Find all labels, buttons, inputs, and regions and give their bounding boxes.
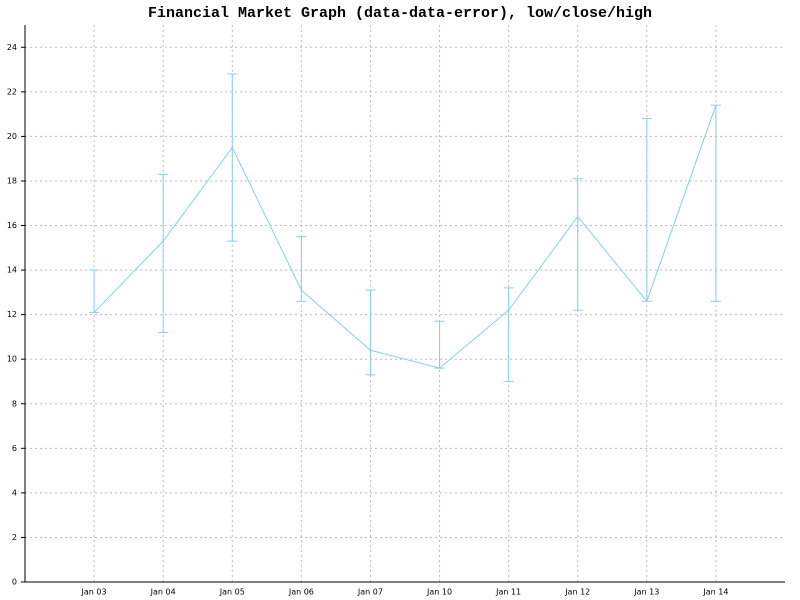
x-tick-label: Jan 10	[426, 588, 452, 597]
y-tick-label: 8	[12, 399, 17, 408]
x-tick-label: Jan 07	[357, 588, 383, 597]
close-line	[93, 105, 717, 369]
x-tick-label: Jan 06	[288, 588, 314, 597]
y-tick-label: 16	[7, 221, 17, 230]
y-tick-label: 18	[7, 176, 17, 185]
y-tick-label: 2	[12, 533, 17, 542]
x-tick-label: Jan 12	[564, 588, 590, 597]
x-tick-label: Jan 03	[81, 588, 107, 597]
x-tick-label: Jan 11	[495, 588, 521, 597]
x-tick-label: Jan 13	[633, 588, 659, 597]
y-tick-label: 4	[12, 488, 17, 497]
y-tick-label: 24	[7, 43, 17, 52]
y-tick-label: 12	[7, 310, 17, 319]
y-tick-label: 20	[7, 132, 17, 141]
x-tick-label: Jan 14	[702, 588, 728, 597]
y-tick-label: 14	[7, 266, 17, 275]
y-tick-label: 0	[12, 578, 17, 587]
y-tick-label: 22	[7, 87, 17, 96]
y-tick-label: 6	[12, 444, 17, 453]
x-tick-label: Jan 05	[219, 588, 245, 597]
x-tick-label: Jan 04	[150, 588, 176, 597]
chart-title: Financial Market Graph (data-data-error)…	[148, 5, 652, 22]
y-tick-label: 10	[7, 355, 17, 364]
